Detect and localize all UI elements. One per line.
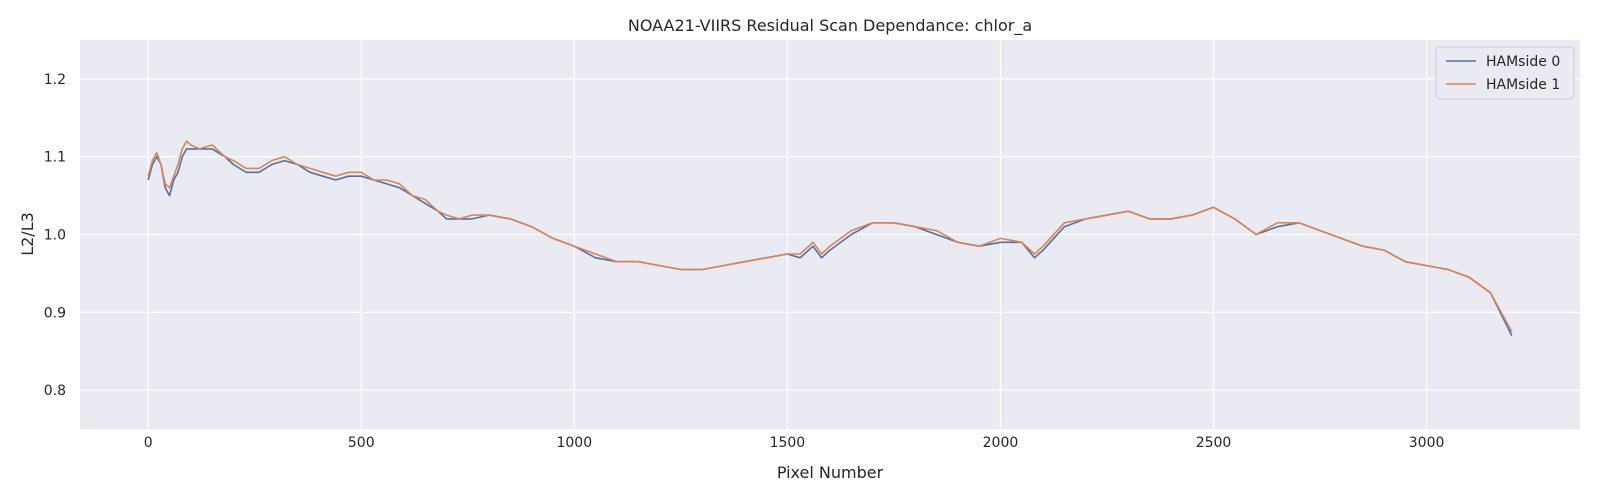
legend-label-hamside-1: HAMside 1: [1486, 77, 1560, 93]
series-layer: [147, 140, 1513, 336]
x-axis-label: Pixel Number: [777, 463, 884, 482]
x-tick-label: 1000: [556, 435, 592, 451]
series-line-hamside-1: [147, 140, 1513, 333]
x-tick-label: 2000: [983, 435, 1019, 451]
y-tick-label: 0.8: [44, 383, 66, 399]
y-tick-label: 1.2: [44, 72, 66, 88]
y-tick-labels: 0.8 0.9 1.0 1.1 1.2: [44, 72, 66, 399]
y-tick-label: 0.9: [44, 305, 66, 321]
y-axis-label: L2/L3: [18, 212, 37, 256]
x-tick-labels: 0 500 1000 1500 2000 2500 3000: [144, 435, 1445, 451]
y-tick-label: 1.0: [44, 228, 66, 244]
x-tick-label: 500: [348, 435, 375, 451]
x-tick-label: 2500: [1196, 435, 1232, 451]
x-tick-label: 3000: [1409, 435, 1445, 451]
legend-label-hamside-0: HAMside 0: [1486, 54, 1560, 70]
x-tick-label: 1500: [770, 435, 806, 451]
legend-box: [1435, 46, 1575, 100]
y-tick-label: 1.1: [44, 150, 66, 166]
x-tick-label: 0: [144, 435, 153, 451]
chart-title: NOAA21-VIIRS Residual Scan Dependance: c…: [628, 16, 1032, 36]
legend: HAMside 0 HAMside 1: [1435, 46, 1575, 100]
